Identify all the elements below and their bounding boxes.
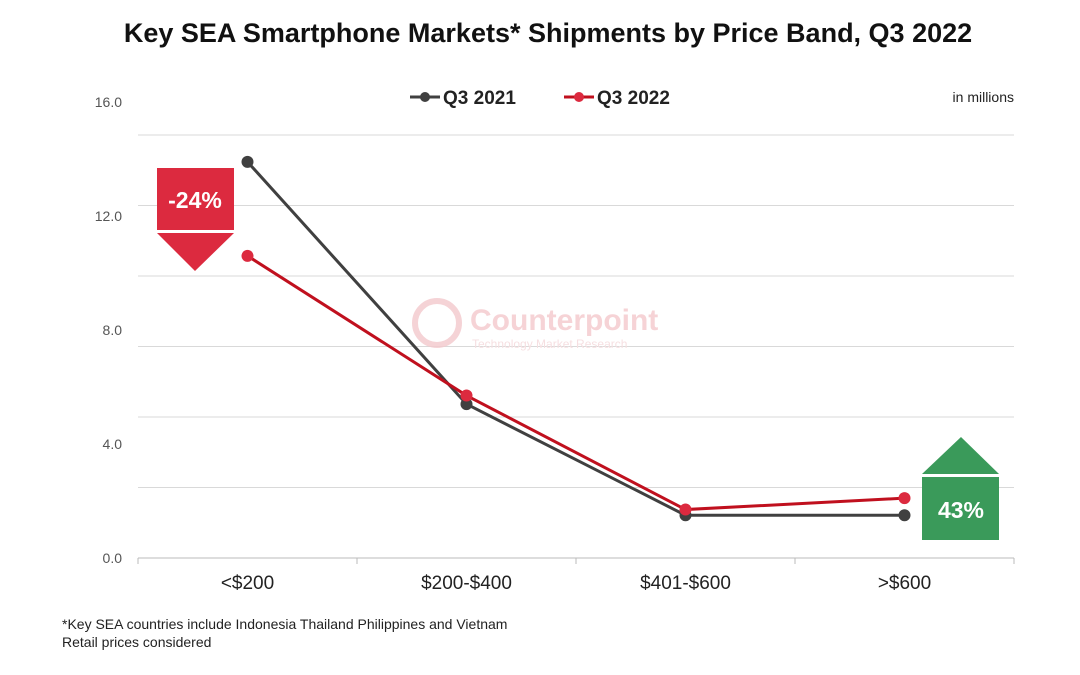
data-point [679, 503, 692, 516]
legend-label: Q3 2021 [443, 88, 516, 109]
change-badge-down [157, 168, 234, 230]
change-badge-up [922, 477, 999, 540]
footnote: Retail prices considered [62, 634, 212, 650]
y-tick-label: 0.0 [103, 550, 123, 566]
arrow-down-icon [157, 233, 234, 271]
change-label: 43% [938, 497, 984, 523]
change-label: -24% [168, 187, 222, 213]
data-point [898, 492, 911, 505]
legend-label: Q3 2022 [597, 88, 670, 109]
data-point [241, 249, 254, 262]
y-tick-label: 4.0 [103, 436, 123, 452]
data-point [460, 398, 473, 411]
y-tick-label: 12.0 [95, 208, 122, 224]
arrow-up-icon [922, 437, 999, 474]
series-line-q3-2022 [246, 254, 905, 512]
y-tick-label: 16.0 [95, 94, 122, 110]
x-tick-label: >$600 [878, 573, 931, 594]
x-tick-label: $401-$600 [640, 573, 731, 594]
unit-note: in millions [952, 89, 1014, 105]
watermark-name: Counterpoint [470, 304, 658, 337]
legend-marker [420, 92, 430, 102]
data-point [460, 389, 473, 402]
series-line-q3-2021 [246, 160, 905, 517]
y-tick-label: 8.0 [103, 322, 123, 338]
watermark-logo-icon [412, 298, 462, 348]
chart-title: Key SEA Smartphone Markets* Shipments by… [123, 18, 973, 48]
x-tick-label: <$200 [221, 573, 274, 594]
watermark-tagline: Technology Market Research [472, 337, 627, 351]
data-point [241, 155, 254, 168]
footnote: *Key SEA countries include Indonesia Tha… [62, 616, 508, 632]
data-point [898, 509, 911, 522]
x-tick-label: $200-$400 [421, 573, 512, 594]
legend-marker [574, 92, 584, 102]
